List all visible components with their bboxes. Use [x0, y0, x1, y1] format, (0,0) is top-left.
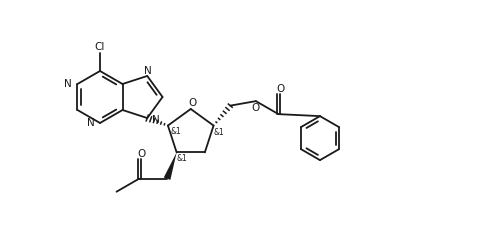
Text: O: O — [189, 98, 197, 108]
Text: O: O — [137, 149, 145, 159]
Text: Cl: Cl — [95, 42, 105, 52]
Text: &1: &1 — [176, 154, 187, 163]
Text: N: N — [64, 79, 72, 89]
Text: O: O — [252, 103, 260, 113]
Polygon shape — [164, 152, 176, 180]
Text: N: N — [87, 118, 95, 128]
Text: O: O — [276, 84, 285, 94]
Text: &1: &1 — [213, 128, 224, 137]
Text: &1: &1 — [171, 127, 181, 136]
Text: N: N — [145, 66, 152, 76]
Text: N: N — [152, 115, 160, 125]
